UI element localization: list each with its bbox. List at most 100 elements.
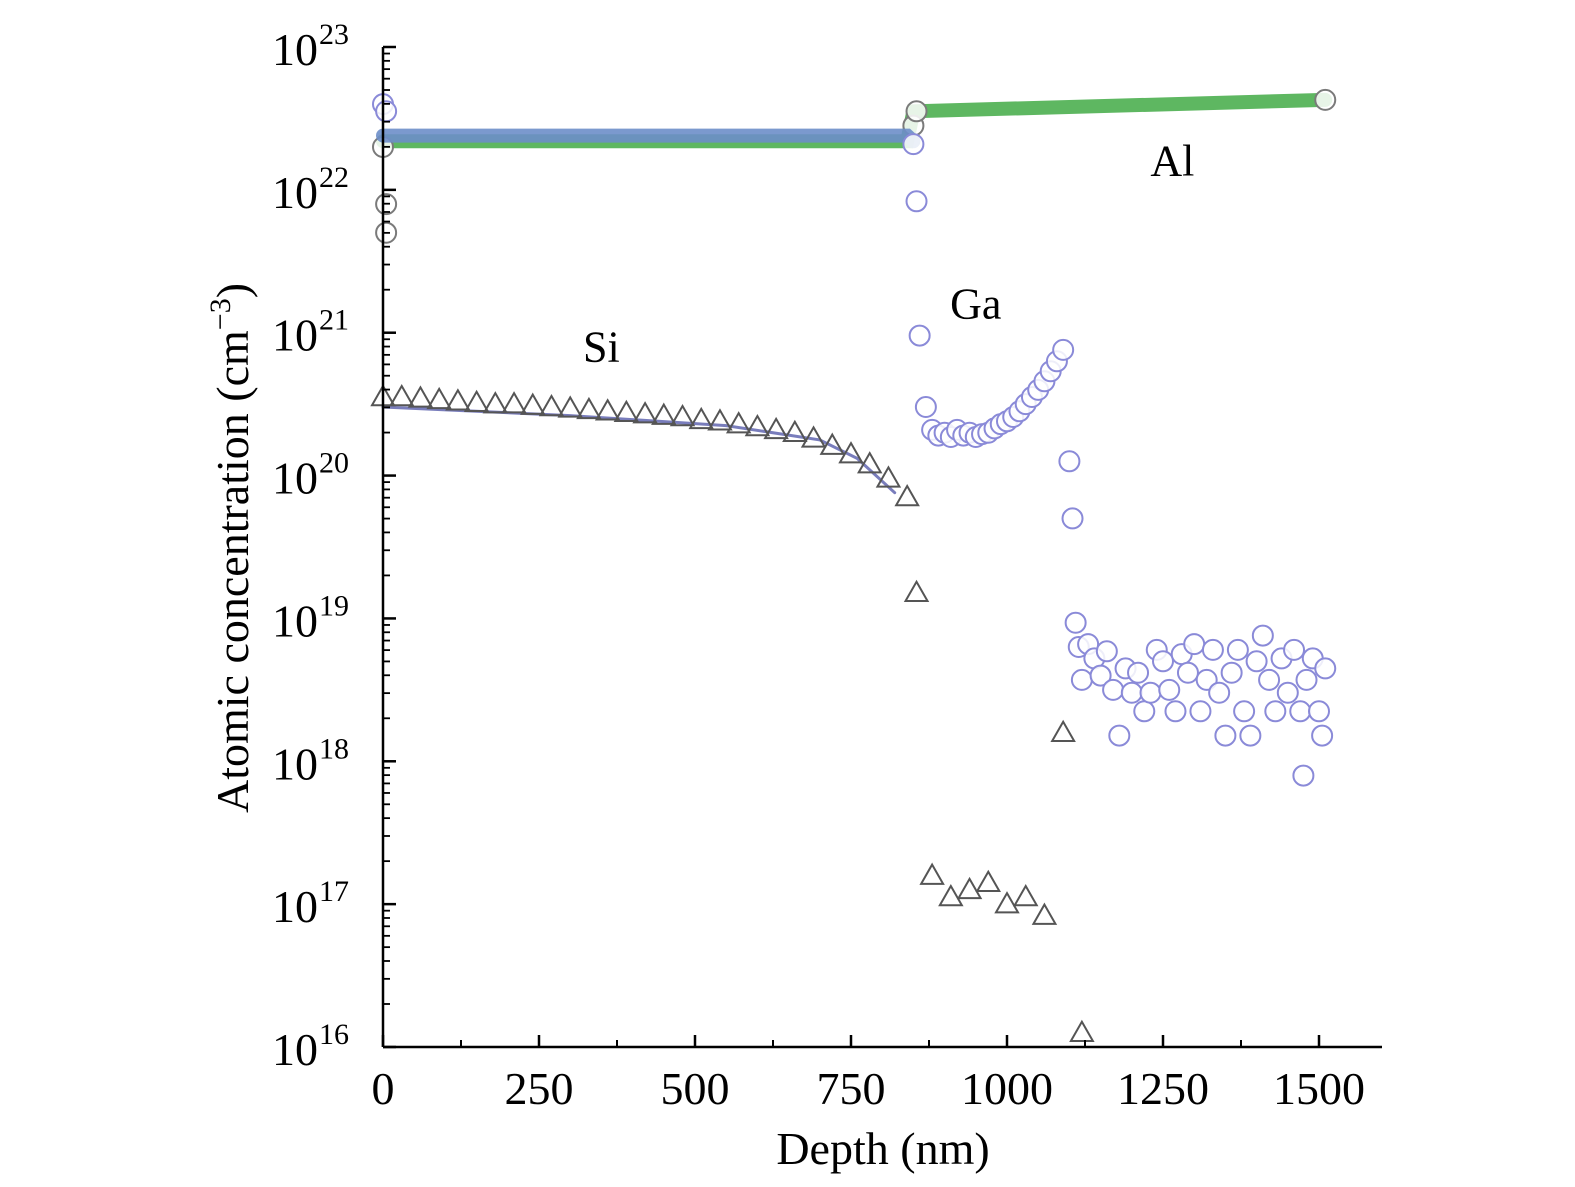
si-point [1069, 1019, 1095, 1042]
y-tick-label: 10 [272, 24, 318, 75]
si-point [903, 579, 930, 602]
ga-point [902, 133, 925, 156]
series-annotation: Si [583, 322, 620, 371]
x-axis-ticks: 0 250 500 750 1000 1250 1500 [372, 1035, 1365, 1114]
si-point [520, 392, 546, 415]
si-point [463, 389, 490, 412]
si-point [938, 883, 964, 907]
series-annotation: Ga [950, 279, 1001, 328]
si-point [763, 416, 789, 440]
si-point [538, 393, 565, 417]
series-layer [370, 88, 1337, 1042]
ga-point [1164, 700, 1187, 723]
y-tick-label: 10 [272, 1024, 318, 1075]
si-point [894, 483, 920, 507]
series-ga [372, 93, 1337, 787]
ga-point [1183, 633, 1206, 656]
ga-point [1311, 724, 1334, 747]
y-tick-exponent: 17 [319, 875, 349, 908]
ga-point [1289, 700, 1312, 723]
si-point [919, 862, 945, 885]
si-point [707, 408, 733, 431]
ga-point [1089, 664, 1112, 687]
y-tick-exponent: 21 [319, 304, 349, 337]
ga-point [1220, 661, 1243, 684]
y-tick-base: 10 [272, 453, 318, 504]
ga-point [1120, 681, 1143, 704]
y-tick-label: 10 [272, 738, 318, 789]
si-point [725, 411, 752, 434]
series-ga-line [376, 128, 921, 149]
annotations: Al Ga Si [583, 137, 1194, 372]
x-tick-label: 1500 [1273, 1063, 1365, 1114]
si-point [445, 388, 471, 411]
ga-point [1127, 661, 1150, 684]
x-tick-label: 250 [505, 1063, 574, 1114]
si-point [975, 869, 1002, 892]
x-axis-title: Depth (nm) [776, 1123, 989, 1174]
y-tick-label: 10 [272, 881, 318, 932]
si-point [1050, 719, 1076, 742]
y-axis-title-text: Atomic concentration (cm [207, 330, 258, 813]
ga-point [1233, 700, 1256, 723]
si-point [838, 441, 864, 464]
si-point [875, 465, 902, 488]
y-tick-base: 10 [272, 738, 318, 789]
y-tick-exponent: 16 [319, 1018, 349, 1051]
x-tick-label: 750 [817, 1063, 886, 1114]
series-annotation: Al [1150, 137, 1194, 186]
si-point [1012, 883, 1039, 907]
ga-point [1226, 638, 1249, 661]
ga-point [1295, 668, 1318, 691]
ga-point [1245, 650, 1268, 673]
ga-point [1158, 678, 1181, 701]
ga-point [914, 396, 937, 418]
ga-point [908, 324, 931, 347]
ga-point [1292, 764, 1315, 787]
ga-point [1214, 724, 1237, 747]
y-tick-exponent: 18 [319, 732, 349, 765]
si-point [994, 891, 1020, 914]
si-point [426, 386, 452, 410]
y-tick-base: 10 [272, 881, 318, 932]
ga-point [1283, 638, 1306, 661]
ga-point [1176, 661, 1199, 684]
ga-point [1264, 700, 1287, 723]
y-tick-base: 10 [272, 310, 318, 361]
si-point [632, 401, 658, 424]
y-tick-label: 10 [272, 310, 318, 361]
ga-point [1108, 724, 1131, 747]
ga-point [1152, 650, 1174, 673]
ga-point [1064, 611, 1087, 634]
ga-point [1258, 668, 1281, 691]
si-point [501, 391, 527, 414]
ga-point [1070, 668, 1093, 691]
y-tick-exponent: 23 [319, 18, 349, 51]
ga-point [1314, 657, 1337, 680]
si-point [956, 876, 983, 900]
x-tick-label: 0 [372, 1063, 395, 1114]
ga-point [1052, 338, 1075, 361]
ga-point [1189, 700, 1212, 723]
ga-point [1061, 507, 1084, 530]
al-point [1314, 88, 1337, 111]
ga-point [1308, 700, 1330, 723]
ga-point [1239, 724, 1262, 747]
x-tick-label: 500 [661, 1063, 730, 1114]
ga-point [905, 190, 928, 213]
series-si-line [381, 405, 897, 495]
y-tick-base: 10 [272, 595, 318, 646]
y-tick-exponent: 20 [319, 447, 349, 480]
series-si [370, 383, 1095, 1042]
si-point [557, 395, 583, 418]
si-point [388, 383, 415, 407]
si-point [407, 385, 434, 408]
y-tick-label: 10 [272, 167, 318, 218]
si-point [1031, 902, 1058, 925]
ga-point [1095, 640, 1118, 663]
y-tick-label: 10 [272, 595, 318, 646]
si-point [688, 406, 714, 430]
y-tick-base: 10 [272, 24, 318, 75]
